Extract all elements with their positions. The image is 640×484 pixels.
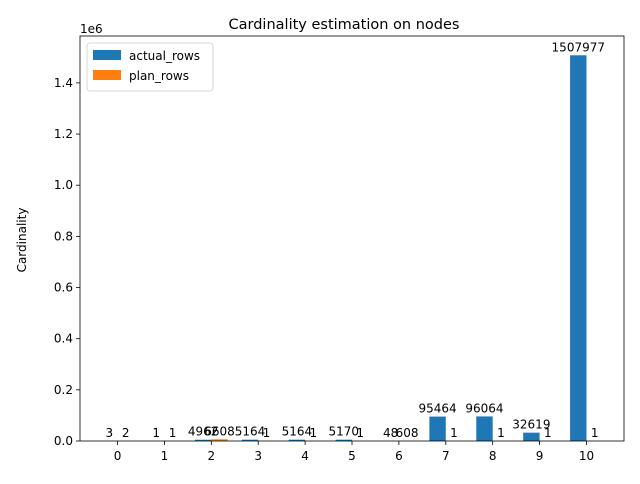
bar-value-label: 2 xyxy=(122,426,130,440)
x-tick-label: 4 xyxy=(301,449,309,463)
bar-value-label: 1 xyxy=(591,426,599,440)
bar-value-label: 1 xyxy=(263,426,271,440)
y-tick-label: 0.6 xyxy=(54,281,73,295)
bar-value-label: 1 xyxy=(544,426,552,440)
bar-value-label: 96064 xyxy=(465,401,503,415)
bar-value-label: 1507977 xyxy=(552,40,605,54)
plot-frame xyxy=(80,36,624,441)
legend: actual_rows plan_rows xyxy=(87,43,213,91)
bar-value-label: 95464 xyxy=(418,402,456,416)
bar-value-label: 1 xyxy=(152,426,160,440)
x-tick-label: 0 xyxy=(114,449,122,463)
legend-swatch xyxy=(93,50,121,60)
bar-value-label: 5164 xyxy=(235,425,266,439)
x-tick-label: 7 xyxy=(442,449,450,463)
bar-value-label: 1 xyxy=(309,426,317,440)
bar-value-label: 1 xyxy=(450,426,458,440)
bar-actual_rows-10 xyxy=(570,55,586,441)
bar-actual_rows-9 xyxy=(523,433,539,441)
x-tick-label: 10 xyxy=(579,449,594,463)
bar-value-label: 1 xyxy=(169,426,177,440)
y-tick-label: 0.4 xyxy=(54,332,73,346)
y-tick-label: 0.2 xyxy=(54,383,73,397)
bar-actual_rows-7 xyxy=(429,417,445,441)
bars-layer xyxy=(195,55,587,441)
legend-label: plan_rows xyxy=(129,69,189,83)
legend-swatch xyxy=(93,70,121,80)
x-tick-label: 9 xyxy=(536,449,544,463)
bar-value-label: 608 xyxy=(396,426,419,440)
bar-value-label: 6608 xyxy=(204,424,235,438)
y-tick-label: 1.2 xyxy=(54,127,73,141)
x-tick-label: 3 xyxy=(254,449,262,463)
x-tick-label: 5 xyxy=(348,449,356,463)
legend-label: actual_rows xyxy=(129,49,200,63)
bar-value-label: 5170 xyxy=(329,425,360,439)
y-tick-label: 1.4 xyxy=(54,76,73,90)
chart-title: Cardinality estimation on nodes xyxy=(229,17,460,33)
bar-value-label: 3 xyxy=(105,426,113,440)
bar-value-label: 1 xyxy=(497,426,505,440)
x-tick-label: 6 xyxy=(395,449,403,463)
y-axis-label: Cardinality xyxy=(15,208,29,273)
x-tick-label: 1 xyxy=(161,449,169,463)
bar-value-label: 5164 xyxy=(282,425,313,439)
y-tick-label: 0.8 xyxy=(54,229,73,243)
y-tick-label: 1.0 xyxy=(54,178,73,192)
bar-value-label: 1 xyxy=(356,426,364,440)
bar-actual_rows-8 xyxy=(476,416,492,441)
x-tick-label: 2 xyxy=(207,449,215,463)
y-tick-label: 0.0 xyxy=(54,434,73,448)
x-tick-label: 8 xyxy=(489,449,497,463)
y-axis-offset-label: 1e6 xyxy=(80,22,103,36)
